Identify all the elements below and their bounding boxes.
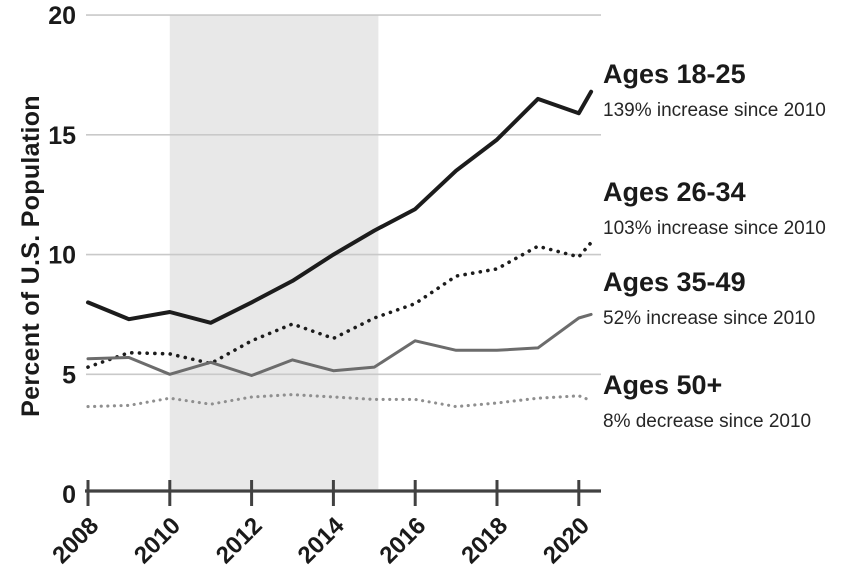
legend-label-ages-50-plus: Ages 50+: [603, 370, 723, 400]
highlight-band: [169, 15, 379, 489]
x-tick-label-2014: 2014: [293, 512, 350, 569]
y-tick-label-0: 0: [62, 481, 76, 509]
y-tick-label-10: 10: [48, 242, 76, 270]
y-tick-label-20: 20: [48, 2, 76, 30]
series-line-ages-18-25: [86, 89, 594, 325]
y-tick-label-15: 15: [48, 122, 76, 150]
legend-label-ages-26-34: Ages 26-34: [603, 177, 746, 207]
x-tick-label-2018: 2018: [456, 512, 513, 569]
legend-entry-ages-18-25: Ages 18-25 139% increase since 2010: [603, 59, 826, 121]
x-tick-label-2020: 2020: [538, 512, 595, 569]
series-line-ages-26-34: [86, 240, 593, 369]
series-line-ages-35-49: [86, 312, 593, 377]
y-axis-title: Percent of U.S. Population: [17, 95, 45, 417]
legend-sublabel-ages-35-49: 52% increase since 2010: [603, 308, 816, 329]
legend-sublabel-ages-50-plus: 8% decrease since 2010: [603, 411, 812, 432]
legend-label-ages-18-25: Ages 18-25: [603, 59, 746, 89]
x-tick-label-2008: 2008: [47, 512, 104, 569]
legend: Ages 18-25 139% increase since 2010 Ages…: [603, 0, 851, 576]
legend-entry-ages-35-49: Ages 35-49 52% increase since 2010: [603, 267, 815, 329]
legend-label-ages-35-49: Ages 35-49: [603, 267, 746, 297]
x-tick-label-2012: 2012: [211, 512, 268, 569]
legend-sublabel-ages-26-34: 103% increase since 2010: [603, 218, 826, 239]
x-tick-label-2010: 2010: [129, 512, 186, 569]
x-tick-label-2016: 2016: [374, 512, 431, 569]
legend-sublabel-ages-18-25: 139% increase since 2010: [603, 100, 826, 121]
legend-entry-ages-26-34: Ages 26-34 103% increase since 2010: [603, 177, 826, 239]
legend-entry-ages-50-plus: Ages 50+ 8% decrease since 2010: [603, 370, 811, 432]
y-tick-label-5: 5: [62, 361, 76, 389]
